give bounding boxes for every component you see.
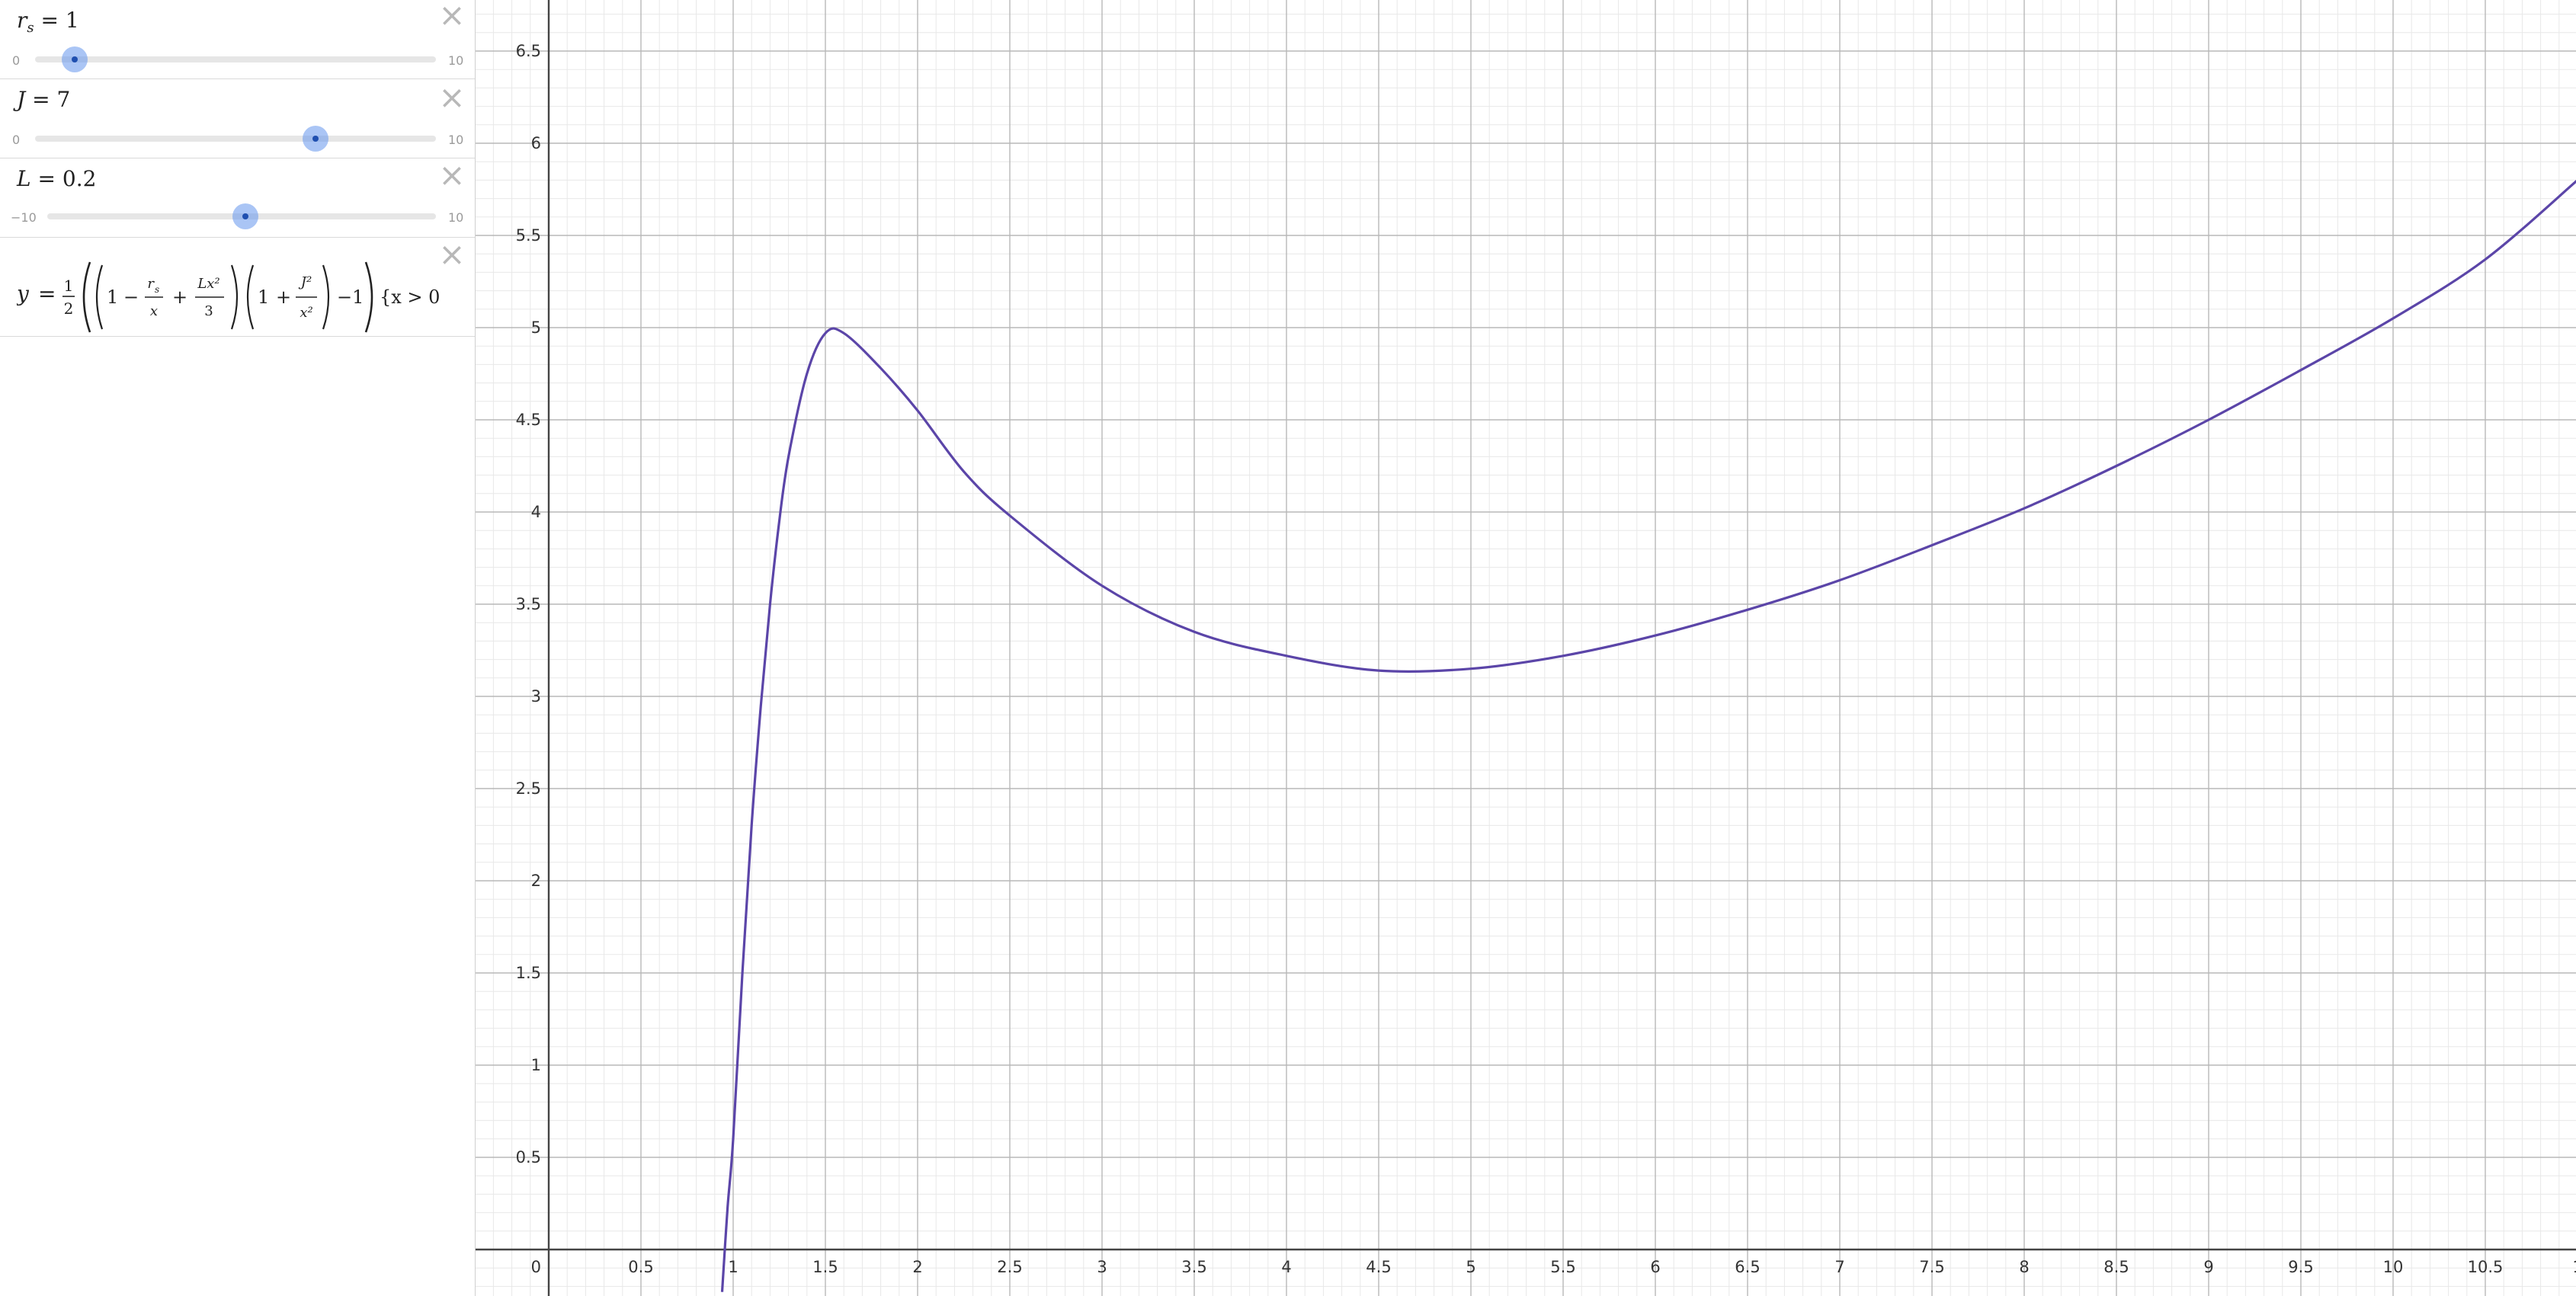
y-tick-label: 4.5 — [516, 411, 541, 429]
x-tick-label: 5 — [1466, 1258, 1475, 1276]
expression-l[interactable]: L = 0.2 × −10 10 — [0, 158, 475, 238]
formula-restriction: {x > 0 — [380, 286, 440, 308]
rs-max-label[interactable]: 10 — [448, 53, 464, 68]
x-tick-label: 0.5 — [628, 1258, 653, 1276]
x-tick-label: 7.5 — [1919, 1258, 1944, 1276]
x-tick-label: 9.5 — [2288, 1258, 2313, 1276]
x-tick-label: 6 — [1650, 1258, 1660, 1276]
formula-rs-num: r — [147, 276, 155, 292]
y-tick-label: 4 — [531, 503, 541, 521]
rs-value[interactable]: 1 — [65, 8, 79, 33]
x-tick-label: 8.5 — [2103, 1258, 2129, 1276]
x-tick-label: 4.5 — [1366, 1258, 1391, 1276]
formula-rs-sub: s — [155, 284, 159, 295]
x-tick-label: 6.5 — [1735, 1258, 1760, 1276]
y-tick-label: 1.5 — [516, 964, 541, 982]
expression-j[interactable]: J = 7 × 0 10 — [0, 79, 475, 158]
rs-slider-handle[interactable] — [62, 46, 88, 72]
formula-math[interactable]: y = 1 2 1 − r s x + Lx² — [17, 253, 444, 337]
rs-slider-track[interactable] — [35, 56, 436, 62]
x-tick-label: 3 — [1097, 1258, 1107, 1276]
x-tick-label: 8 — [2019, 1258, 2029, 1276]
half-denominator: 2 — [64, 299, 74, 318]
l-slider-handle[interactable] — [232, 203, 258, 229]
x-tick-label: 5.5 — [1550, 1258, 1575, 1276]
formula-eq: = — [38, 281, 56, 306]
formula-rs-den: x — [150, 303, 158, 319]
formula-tail: −1 — [337, 286, 364, 308]
x-tick-label: 4 — [1281, 1258, 1291, 1276]
formula-plus-b: + — [276, 286, 291, 308]
y-tick-label: 3.5 — [516, 595, 541, 613]
x-tick-label: 10 — [2383, 1258, 2404, 1276]
rs-min-label[interactable]: 0 — [12, 53, 21, 68]
grid-major — [476, 0, 2576, 1296]
axes — [476, 0, 2576, 1296]
delete-formula-icon[interactable]: × — [438, 235, 466, 273]
delete-rs-icon[interactable]: × — [438, 0, 466, 34]
expression-formula[interactable]: × y = 1 2 1 − r s x + — [0, 238, 475, 337]
y-axis-labels: 0.5 1 1.5 2 2.5 3 3.5 4 4.5 5 5.5 6 6.5 — [516, 42, 541, 1166]
delete-j-icon[interactable]: × — [438, 78, 466, 116]
formula-lx-den: 3 — [204, 303, 213, 319]
y-tick-label: 6 — [531, 134, 541, 152]
function-curve[interactable] — [720, 180, 2576, 1292]
l-max-label[interactable]: 10 — [448, 210, 464, 225]
x-tick-label: 3.5 — [1181, 1258, 1206, 1276]
formula-plus-a: + — [172, 286, 187, 308]
y-tick-label: 6.5 — [516, 42, 541, 60]
delete-l-icon[interactable]: × — [438, 156, 466, 194]
formula-one-a: 1 — [107, 286, 118, 308]
x-tick-label: 2.5 — [997, 1258, 1022, 1276]
x-tick-label: 10.5 — [2468, 1258, 2504, 1276]
formula-lx-num: Lx² — [197, 276, 219, 292]
graph-paper[interactable]: 0 0.5 1 1.5 2 2.5 3 3.5 4 4.5 5 5.5 6 6.5 7 7.5 8 8.5 9 9.5… — [476, 0, 2576, 1296]
formula-lhs: y — [17, 281, 30, 306]
y-tick-label: 2.5 — [516, 779, 541, 798]
expression-rs-label: rs = 1 — [17, 8, 79, 36]
grid-minor — [476, 0, 2576, 1296]
x-tick-label: 1.5 — [812, 1258, 838, 1276]
expression-rs[interactable]: rs = 1 × 0 10 — [0, 0, 475, 79]
j-slider-handle[interactable] — [303, 126, 328, 152]
y-tick-label: 3 — [531, 687, 541, 706]
y-tick-label: 5.5 — [516, 226, 541, 245]
x-tick-label: 1 — [728, 1258, 738, 1276]
x-tick-label: 7 — [1834, 1258, 1844, 1276]
formula-minus-a: − — [123, 286, 139, 308]
formula-j-den: x² — [300, 305, 312, 321]
new-expression-row[interactable] — [0, 337, 475, 381]
x-tick-label: 9 — [2203, 1258, 2213, 1276]
j-min-label[interactable]: 0 — [12, 133, 21, 147]
x-tick-label: 1 — [2572, 1258, 2576, 1276]
expression-j-label: J = 7 — [17, 87, 71, 112]
half-numerator: 1 — [64, 277, 74, 295]
j-max-label[interactable]: 10 — [448, 133, 464, 147]
l-value[interactable]: 0.2 — [62, 166, 97, 191]
x-axis-labels: 0 0.5 1 1.5 2 2.5 3 3.5 4 4.5 5 5.5 6 6.5 7 7.5 8 8.5 9 9.5… — [531, 1258, 2576, 1276]
y-tick-label: 2 — [531, 872, 541, 890]
l-min-label[interactable]: −10 — [11, 210, 37, 225]
y-tick-label: 0.5 — [516, 1148, 541, 1166]
formula-one-b: 1 — [258, 286, 269, 308]
x-tick-label: 0 — [531, 1258, 541, 1276]
formula-j-num: J² — [298, 274, 312, 290]
expression-l-label: L = 0.2 — [17, 166, 97, 191]
j-slider-track[interactable] — [35, 136, 436, 142]
x-tick-label: 2 — [912, 1258, 922, 1276]
y-tick-label: 5 — [531, 318, 541, 337]
expression-list: rs = 1 × 0 10 J = 7 × 0 10 L = 0.2 × −10 — [0, 0, 476, 1296]
y-tick-label: 1 — [531, 1056, 541, 1074]
j-value[interactable]: 7 — [56, 87, 71, 112]
